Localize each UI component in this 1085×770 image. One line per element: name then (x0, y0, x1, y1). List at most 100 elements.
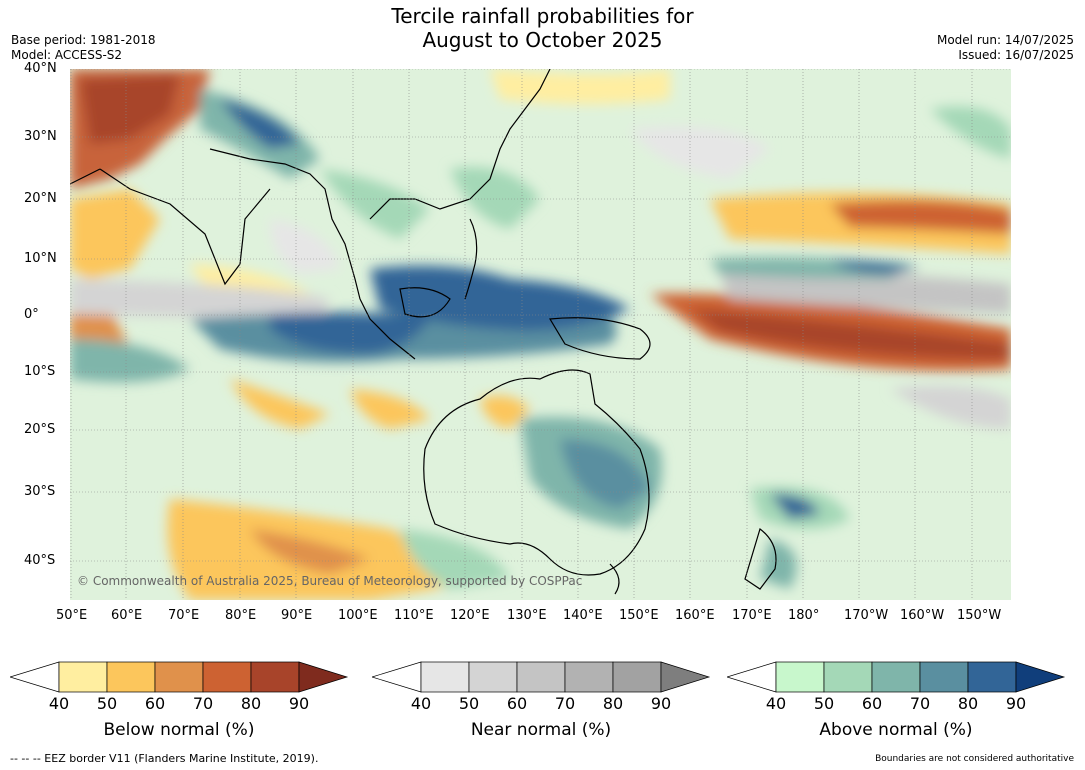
latitude-label: 40°S (24, 553, 56, 568)
colorbar-tick-label: 60 (861, 694, 883, 713)
coastline-sumatra-java (359, 298, 416, 360)
longitude-label: 140°E (563, 608, 603, 623)
colorbar-tick-label: 90 (1005, 694, 1027, 713)
colorbar-above-cells (775, 661, 1066, 693)
longitude-label: 90°E (281, 608, 313, 623)
colorbar-tick-label: 70 (909, 694, 931, 713)
above-normal-region (930, 106, 1011, 159)
below-normal-region (350, 389, 430, 429)
coastline-new-zealand (744, 528, 777, 590)
below-normal-region (70, 189, 160, 279)
below-normal-region (490, 69, 670, 104)
coastline-australia (423, 369, 650, 576)
rainfall-map (70, 69, 1011, 600)
latitude-label: 10°N (24, 251, 57, 266)
colorbar-tick-label: 90 (650, 694, 672, 713)
colorbar-above-color-cell (775, 661, 825, 693)
colorbar-tick-label: 60 (506, 694, 528, 713)
gridlines (70, 69, 1011, 600)
above-normal-region (270, 312, 430, 354)
coastline-arabia (70, 168, 101, 185)
title-line-1: Tercile rainfall probabilities for (391, 4, 694, 28)
coastline-borneo (399, 287, 451, 318)
above-normal-region (400, 529, 510, 589)
colorbar-tick-label: 80 (240, 694, 262, 713)
longitude-label: 170°W (844, 608, 889, 623)
near-normal-region (720, 272, 1011, 314)
above-normal-region (370, 265, 630, 331)
colorbar-above-lower-arrow (727, 661, 777, 693)
colorbar-below-color-cell (58, 661, 108, 693)
colorbar-tick-label: 40 (48, 694, 70, 713)
probability-fields (70, 69, 1011, 600)
near-normal-region (630, 126, 770, 179)
latitude-label: 20°N (24, 191, 57, 206)
colorbar-tick-label: 70 (554, 694, 576, 713)
map-title: Tercile rainfall probabilities for Augus… (0, 4, 1085, 52)
above-normal-region (770, 494, 820, 519)
colorbar-below (10, 661, 349, 693)
near-normal-region (70, 279, 330, 319)
near-normal-region (270, 219, 340, 274)
longitude-label: 70°E (168, 608, 200, 623)
colorbar-below-title: Below normal (%) (103, 720, 255, 740)
colorbar-below-color-cell (202, 661, 252, 693)
below-normal-region (230, 379, 330, 429)
longitude-label: 50°E (56, 608, 88, 623)
colorbar-tick-label: 90 (288, 694, 310, 713)
longitude-label: 180° (788, 608, 820, 623)
base-period: Base period: 1981-2018 (11, 33, 156, 47)
colorbar-near-title: Near normal (%) (470, 720, 612, 740)
colorbar-near (372, 661, 711, 693)
above-normal-region (830, 261, 920, 274)
longitude-label: 150°E (619, 608, 659, 623)
meta-left: Base period: 1981-2018 Model: ACCESS-S2 (11, 33, 156, 63)
colorbar-tick-label: 50 (458, 694, 480, 713)
meta-right: Model run: 14/07/2025 Issued: 16/07/2025 (937, 33, 1074, 63)
map-svg (70, 69, 1011, 600)
colorbar-above-color-cell (967, 661, 1017, 693)
coastline-philippines (464, 218, 478, 300)
below-normal-region (480, 395, 530, 429)
colorbar-near-color-cell (516, 661, 566, 693)
colorbar-above-title: Above normal (%) (819, 720, 973, 740)
above-normal-region (70, 339, 190, 383)
copyright-note: © Commonwealth of Australia 2025, Bureau… (77, 574, 583, 588)
colorbar-tick-label: 60 (144, 694, 166, 713)
longitude-label: 160°W (900, 608, 945, 623)
colorbar-above-color-cell (919, 661, 969, 693)
colorbar-near-color-cell (564, 661, 614, 693)
longitude-label: 120°E (450, 608, 490, 623)
near-normal-region (890, 385, 1011, 429)
latitude-label: 10°S (24, 364, 56, 379)
coastline-new-guinea (548, 317, 651, 360)
colorbar-below-color-cell (106, 661, 156, 693)
latitude-label: 0° (24, 307, 39, 322)
below-normal-region (80, 74, 180, 144)
colorbar-near-upper-arrow (660, 661, 711, 693)
above-normal-region (450, 167, 540, 229)
coastlines (70, 69, 777, 595)
longitude-label: 100°E (338, 608, 378, 623)
colorbar-tick-label: 50 (813, 694, 835, 713)
colorbar-below-cells (58, 661, 349, 693)
colorbar-tick-label: 70 (192, 694, 214, 713)
below-normal-region (690, 309, 1011, 359)
latitude-label: 30°N (24, 129, 57, 144)
model-run: Model run: 14/07/2025 (936, 33, 1074, 47)
latitude-label: 30°S (24, 484, 56, 499)
longitude-label: 170°E (732, 608, 772, 623)
colorbar-tick-label: 80 (957, 694, 979, 713)
boundaries-note: Boundaries are not considered authoritat… (875, 754, 1074, 764)
coastline-bay-of-bengal (209, 148, 361, 300)
colorbar-below-color-cell (250, 661, 300, 693)
title-line-2: August to October 2025 (422, 28, 663, 52)
colorbar-near-color-cell (612, 661, 662, 693)
colorbar-near-lower-arrow (372, 661, 422, 693)
colorbar-near-color-cell (468, 661, 518, 693)
colorbar-below-lower-arrow (10, 661, 60, 693)
colorbar-tick-label: 40 (410, 694, 432, 713)
colorbar-near-cells (420, 661, 711, 693)
colorbar-above (727, 661, 1066, 693)
model-name: Model: ACCESS-S2 (11, 48, 123, 62)
